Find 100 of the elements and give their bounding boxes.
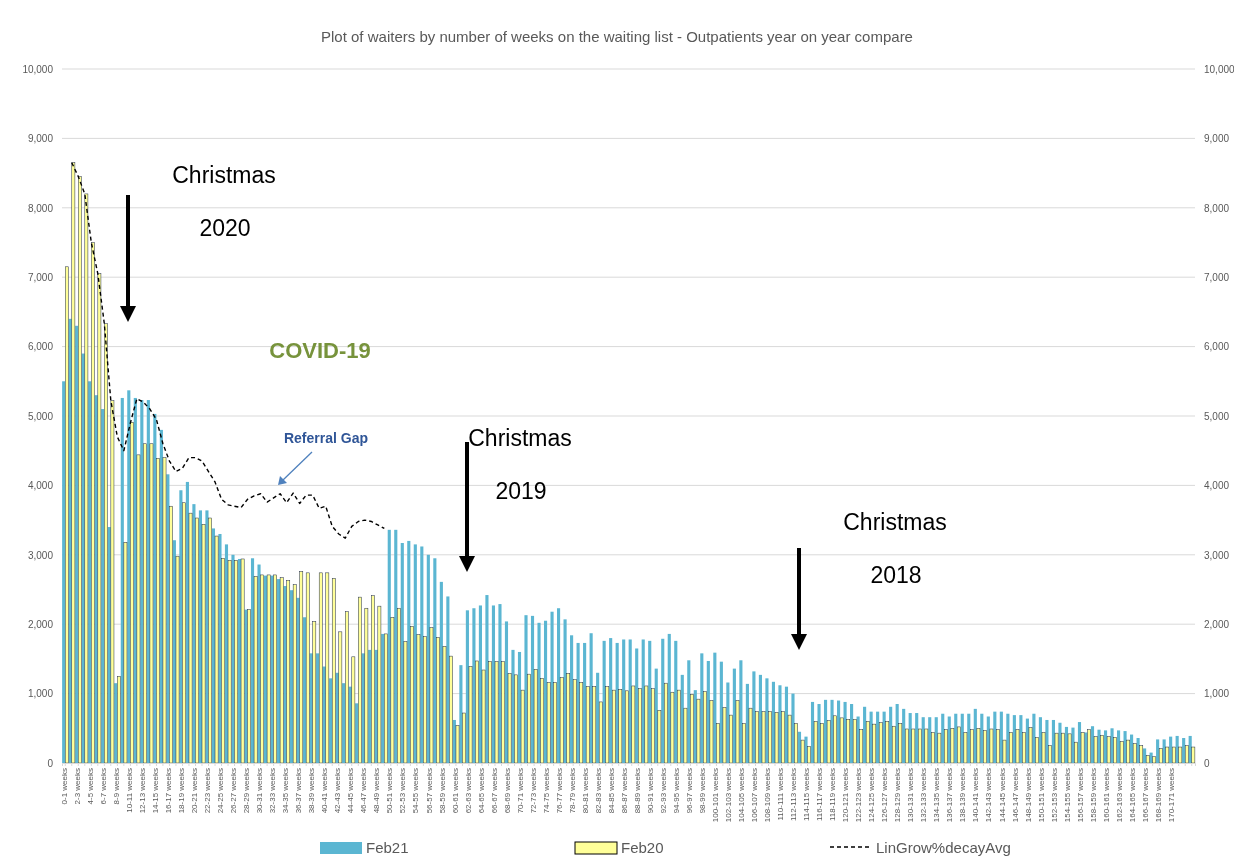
x-tick-label: 126-127 weeks	[880, 768, 890, 823]
x-tick-label: 20-21 weeks	[190, 768, 200, 814]
x-tick-label: 134-135 weeks	[932, 768, 942, 823]
x-tick-label: 56-57 weeks	[424, 768, 434, 814]
x-tick-label: 160-161 weeks	[1101, 768, 1111, 823]
x-tick-label: 2-3 weeks	[72, 768, 82, 805]
x-tick-label: 148-149 weeks	[1023, 768, 1033, 823]
x-tick-label: 108-109 weeks	[763, 768, 773, 823]
y2-tick-label: 5,000	[1204, 410, 1230, 422]
x-tick-label: 92-93 weeks	[658, 768, 668, 814]
x-tick-label: 52-53 weeks	[398, 768, 408, 814]
x-tick-label: 24-25 weeks	[216, 768, 226, 814]
x-tick-label: 124-125 weeks	[867, 768, 877, 823]
y2-tick-label: 7,000	[1204, 271, 1230, 283]
x-tick-label: 168-169 weeks	[1153, 768, 1163, 823]
annotation: Referral Gap	[283, 430, 369, 446]
x-tick-label: 118-119 weeks	[828, 768, 838, 822]
x-tick-label: 122-123 weeks	[854, 768, 864, 823]
x-tick-label: 36-37 weeks	[294, 768, 304, 814]
x-tick-label: 130-131 weeks	[906, 768, 916, 823]
y2-tick-label: 0	[1204, 757, 1210, 769]
x-tick-label: 90-91 weeks	[645, 768, 655, 814]
y-tick-label: 8,000	[27, 202, 54, 214]
x-tick-label: 78-79 weeks	[567, 768, 577, 814]
x-tick-label: 28-29 weeks	[242, 768, 252, 814]
x-tick-label: 144-145 weeks	[997, 768, 1007, 823]
x-tick-label: 46-47 weeks	[359, 768, 369, 814]
x-tick-label: 42-43 weeks	[333, 768, 343, 814]
legend-label: LinGrow%decayAvg	[876, 839, 1011, 856]
x-tick-label: 50-51 weeks	[385, 768, 395, 814]
x-tick-label: 14-15 weeks	[151, 768, 161, 814]
legend-label: Feb21	[366, 839, 409, 856]
x-tick-label: 128-129 weeks	[893, 768, 903, 823]
x-tick-label: 16-17 weeks	[164, 768, 174, 814]
y2-tick-label: 10,000	[1204, 63, 1234, 75]
x-tick-label: 110-111 weeks	[776, 768, 786, 821]
y-tick-label: 5,000	[27, 410, 54, 422]
y2-tick-label: 2,000	[1204, 618, 1230, 630]
x-tick-label: 116-117 weeks	[815, 768, 825, 822]
x-tick-label: 12-13 weeks	[137, 768, 147, 814]
x-tick-label: 84-85 weeks	[606, 768, 616, 814]
x-tick-label: 70-71 weeks	[515, 768, 525, 814]
x-tick-label: 64-65 weeks	[476, 768, 486, 814]
x-tick-label: 66-67 weeks	[489, 768, 499, 814]
x-tick-label: 164-165 weeks	[1127, 768, 1137, 823]
y-tick-label: 4,000	[27, 480, 54, 492]
annotation: Christmas 2018	[843, 509, 947, 588]
x-tick-label: 82-83 weeks	[593, 768, 603, 814]
annotation: Christmas 2019	[468, 425, 572, 504]
x-tick-label: 44-45 weeks	[346, 768, 356, 814]
x-tick-label: 120-121 weeks	[841, 768, 851, 823]
x-tick-label: 98-99 weeks	[697, 768, 707, 814]
y-tick-label: 9,000	[27, 133, 54, 145]
x-tick-label: 132-133 weeks	[919, 768, 929, 823]
x-tick-label: 8-9 weeks	[111, 768, 121, 805]
x-tick-label: 158-159 weeks	[1088, 768, 1098, 823]
x-tick-label: 40-41 weeks	[320, 768, 330, 814]
x-tick-label: 26-27 weeks	[229, 768, 239, 814]
x-tick-label: 10-11 weeks	[124, 768, 134, 813]
x-tick-label: 6-7 weeks	[98, 768, 108, 805]
y2-tick-label: 9,000	[1204, 133, 1230, 145]
y-tick-label: 0	[47, 757, 54, 769]
x-tick-label: 54-55 weeks	[411, 768, 421, 814]
x-tick-label: 140-141 weeks	[971, 768, 981, 823]
x-tick-label: 94-95 weeks	[671, 768, 681, 814]
x-tick-label: 60-61 weeks	[450, 768, 460, 814]
x-tick-label: 96-97 weeks	[684, 768, 694, 814]
x-tick-label: 62-63 weeks	[463, 768, 473, 814]
y2-tick-label: 6,000	[1204, 341, 1230, 353]
y2-tick-label: 1,000	[1204, 688, 1230, 700]
y-tick-label: 7,000	[27, 271, 54, 283]
x-tick-label: 4-5 weeks	[85, 768, 95, 805]
x-tick-label: 162-163 weeks	[1114, 768, 1124, 823]
x-tick-label: 18-19 weeks	[177, 768, 187, 814]
x-tick-label: 76-77 weeks	[554, 768, 564, 814]
x-tick-label: 22-23 weeks	[203, 768, 213, 814]
chart-title: Plot of waiters by number of weeks on the waiting list - Outpatients year on year compare	[321, 28, 913, 45]
annotation: Christmas 2020	[172, 162, 276, 241]
x-tick-label: 38-39 weeks	[307, 768, 317, 814]
x-tick-label: 112-113 weeks	[789, 768, 799, 822]
x-tick-label: 80-81 weeks	[580, 768, 590, 814]
x-tick-label: 68-69 weeks	[502, 768, 512, 814]
x-tick-label: 88-89 weeks	[632, 768, 642, 814]
x-tick-label: 146-147 weeks	[1010, 768, 1020, 823]
x-tick-label: 102-103 weeks	[724, 768, 734, 823]
x-tick-label: 100-101 weeks	[711, 768, 721, 823]
x-tick-label: 142-143 weeks	[984, 768, 994, 823]
x-tick-label: 150-151 weeks	[1036, 768, 1046, 823]
y-tick-label: 1,000	[27, 688, 54, 700]
x-tick-label: 34-35 weeks	[281, 768, 291, 814]
legend-label: Feb20	[621, 839, 664, 856]
x-tick-label: 152-153 weeks	[1049, 768, 1059, 823]
y-tick-label: 10,000	[22, 63, 54, 75]
x-tick-label: 86-87 weeks	[619, 768, 629, 814]
x-tick-label: 104-105 weeks	[737, 768, 747, 823]
annotation: COVID-19	[269, 338, 371, 363]
x-tick-label: 0-1 weeks	[59, 768, 69, 805]
x-tick-label: 156-157 weeks	[1075, 768, 1085, 823]
x-tick-label: 114-115 weeks	[802, 768, 812, 822]
x-tick-label: 72-73 weeks	[528, 768, 538, 814]
